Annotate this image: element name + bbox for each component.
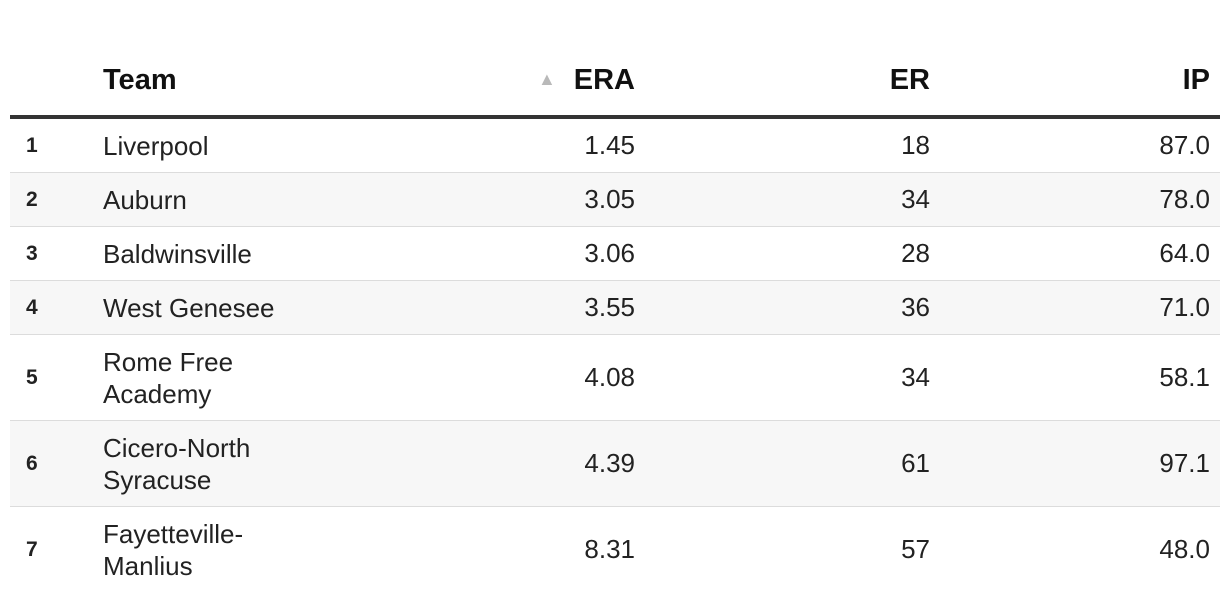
sort-ascending-icon[interactable]: ▲	[538, 69, 556, 90]
team-name: Auburn	[103, 184, 187, 216]
team-name: Rome Free Academy	[103, 346, 278, 410]
header-ip[interactable]: IP	[930, 0, 1220, 117]
ip-cell: 64.0	[930, 227, 1220, 281]
header-team[interactable]: Team	[103, 0, 413, 117]
era-stats-table: Team ▲ ERA ER IP 1 Liverpool 1.45 18 87.0	[10, 0, 1220, 592]
header-era-label: ERA	[574, 64, 635, 96]
header-er-label: ER	[890, 64, 930, 96]
header-ip-label: IP	[1183, 64, 1210, 96]
era-cell: 8.31	[413, 507, 635, 592]
er-cell: 57	[635, 507, 930, 592]
er-cell: 36	[635, 281, 930, 335]
era-cell: 3.05	[413, 173, 635, 227]
team-cell: Fayetteville-Manlius	[103, 507, 413, 592]
team-name: Liverpool	[103, 130, 209, 162]
stats-table-container: Team ▲ERA ER IP 1 Liverpool 1.45 18 87.0	[10, 0, 1210, 592]
era-cell: 1.45	[413, 117, 635, 173]
table-header: Team ▲ ERA ER IP	[10, 0, 1220, 117]
team-name: Fayetteville-Manlius	[103, 518, 278, 582]
table-row: 7 Fayetteville-Manlius 8.31 57 48.0	[10, 507, 1220, 592]
er-cell: 61	[635, 421, 930, 507]
era-cell: 4.08	[413, 335, 635, 421]
era-cell: 3.55	[413, 281, 635, 335]
ip-cell: 58.1	[930, 335, 1220, 421]
ip-cell: 48.0	[930, 507, 1220, 592]
rank-cell: 7	[10, 507, 103, 592]
team-cell: Liverpool	[103, 117, 413, 173]
header-era[interactable]: ▲ ERA	[413, 0, 635, 117]
er-cell: 18	[635, 117, 930, 173]
rank-cell: 1	[10, 117, 103, 173]
header-row: Team ▲ ERA ER IP	[10, 0, 1220, 117]
team-name: Baldwinsville	[103, 238, 252, 270]
header-rank	[10, 0, 103, 117]
er-cell: 34	[635, 173, 930, 227]
team-cell: West Genesee	[103, 281, 413, 335]
era-cell: 4.39	[413, 421, 635, 507]
er-cell: 34	[635, 335, 930, 421]
table-row: 1 Liverpool 1.45 18 87.0	[10, 117, 1220, 173]
team-name: West Genesee	[103, 292, 275, 324]
ip-cell: 71.0	[930, 281, 1220, 335]
team-cell: Cicero-North Syracuse	[103, 421, 413, 507]
header-er[interactable]: ER	[635, 0, 930, 117]
ip-cell: 78.0	[930, 173, 1220, 227]
table-row: 6 Cicero-North Syracuse 4.39 61 97.1	[10, 421, 1220, 507]
table-row: 4 West Genesee 3.55 36 71.0	[10, 281, 1220, 335]
team-name: Cicero-North Syracuse	[103, 432, 278, 496]
table-row: 2 Auburn 3.05 34 78.0	[10, 173, 1220, 227]
rank-cell: 6	[10, 421, 103, 507]
header-team-label: Team	[103, 64, 177, 96]
team-cell: Baldwinsville	[103, 227, 413, 281]
ip-cell: 87.0	[930, 117, 1220, 173]
table-body: 1 Liverpool 1.45 18 87.0 2 Auburn 3.05 3…	[10, 117, 1220, 592]
team-cell: Rome Free Academy	[103, 335, 413, 421]
rank-cell: 2	[10, 173, 103, 227]
ip-cell: 97.1	[930, 421, 1220, 507]
team-cell: Auburn	[103, 173, 413, 227]
table-row: 5 Rome Free Academy 4.08 34 58.1	[10, 335, 1220, 421]
er-cell: 28	[635, 227, 930, 281]
era-cell: 3.06	[413, 227, 635, 281]
rank-cell: 3	[10, 227, 103, 281]
rank-cell: 4	[10, 281, 103, 335]
rank-cell: 5	[10, 335, 103, 421]
table-row: 3 Baldwinsville 3.06 28 64.0	[10, 227, 1220, 281]
